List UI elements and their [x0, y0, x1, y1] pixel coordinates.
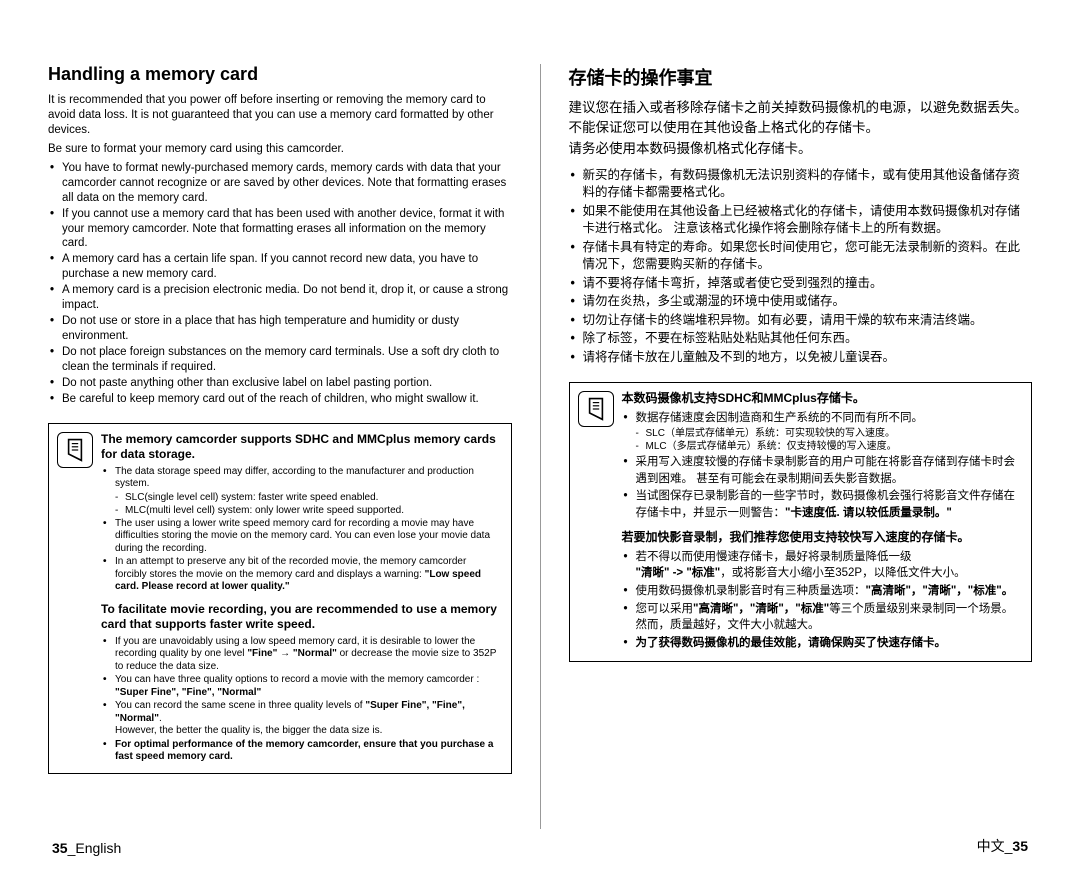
bullet-item: 除了标签，不要在标签粘贴处粘贴其他任何东西。: [583, 330, 1033, 348]
note-heading-en: The memory camcorder supports SDHC and M…: [101, 432, 501, 462]
column-divider: [540, 64, 541, 829]
bullet-item: Be careful to keep memory card out of th…: [62, 392, 512, 407]
note-text: In an attempt to preserve any bit of the…: [115, 556, 466, 580]
note-text: However, the better the quality is, the …: [115, 725, 382, 736]
intro-en: It is recommended that you power off bef…: [48, 93, 512, 138]
note-bold: "清晰" -> "标准": [636, 567, 721, 579]
footer-right: 中文_35: [977, 836, 1028, 856]
note-bullet: You can have three quality options to re…: [115, 674, 501, 699]
footer-lang: 中文_: [977, 838, 1013, 854]
bullet-item: 请不要将存储卡弯折，掉落或者使它受到强烈的撞击。: [583, 275, 1033, 293]
page-columns: Handling a memory card It is recommended…: [48, 64, 1032, 834]
note-bullet: 数据存储速度会因制造商和生产系统的不同而有所不同。 SLC（单层式存储单元）系统…: [636, 410, 1022, 453]
bullets-cn: 新买的存储卡，有数码摄像机无法识别资料的存储卡，或有使用其他设备储存资料的存储卡…: [569, 167, 1033, 367]
note-text: You can record the same scene in three q…: [115, 700, 365, 711]
sub-item: MLC（多层式存储单元）系统：仅支持较慢的写入速度。: [646, 440, 1022, 453]
note-subheading-en: To facilitate movie recording, you are r…: [101, 602, 501, 632]
note-bullet-bold: For optimal performance of the memory ca…: [115, 739, 501, 764]
note-text: 数据存储速度会因制造商和生产系统的不同而有所不同。: [636, 412, 924, 424]
sub-list: SLC（单层式存储单元）系统：可实现较快的写入速度。 MLC（多层式存储单元）系…: [636, 427, 1022, 453]
note-text: 等三个质量级别来录制同一个场景。: [829, 603, 1013, 615]
note-bold: "卡速度低. 请以较低质量录制。": [785, 507, 952, 519]
intro2-en: Be sure to format your memory card using…: [48, 142, 512, 157]
column-chinese: 存储卡的操作事宜 建议您在插入或者移除存储卡之前关掉数码摄像机的电源，以避免数据…: [569, 64, 1033, 834]
intro3-cn: 请务必使用本数码摄像机格式化存储卡。: [569, 139, 1033, 159]
note-bullet: 若不得以而使用慢速存储卡，最好将录制质量降低一级 "清晰" -> "标准"，或将影…: [636, 549, 1022, 582]
page-number: 35: [52, 840, 68, 856]
footer-left: 35_English: [52, 840, 121, 856]
title-cn: 存储卡的操作事宜: [569, 64, 1033, 90]
note-bullet: 采用写入速度较慢的存储卡录制影音的用户可能在将影音存储到存储卡时会遇到困难。 甚…: [636, 454, 1022, 487]
note-box-cn: 本数码摄像机支持SDHC和MMCplus存储卡。 数据存储速度会因制造商和生产系…: [569, 382, 1033, 661]
bullets-en: You have to format newly-purchased memor…: [48, 161, 512, 407]
bullet-item: 如果不能使用在其他设备上已经被格式化的存储卡，请使用本数码摄像机对存储卡进行格式…: [583, 203, 1033, 238]
note-text: 您可以采用: [636, 603, 694, 615]
note-bullet: If you are unavoidably using a low speed…: [115, 636, 501, 674]
note-bold: "Super Fine", "Fine", "Normal": [115, 687, 261, 698]
note-text: .: [159, 713, 162, 724]
note-bullets-cn: 数据存储速度会因制造商和生产系统的不同而有所不同。 SLC（单层式存储单元）系统…: [622, 410, 1022, 521]
note-text: You can have three quality options to re…: [115, 674, 479, 685]
note-text: 然而，质量越好，文件大小就越大。: [636, 619, 820, 631]
note-bullets-en: The data storage speed may differ, accor…: [101, 466, 501, 594]
note-bold: "高清晰"，"清晰"，"标准": [693, 603, 829, 615]
note-subheading-cn: 若要加快影音录制，我们推荐您使用支持较快写入速度的存储卡。: [622, 530, 1022, 545]
sub-item: SLC(single level cell) system: faster wr…: [125, 491, 501, 504]
note-bullet: 当试图保存已录制影音的一些字节时，数码摄像机会强行将影音文件存储在存储卡中，并显…: [636, 488, 1022, 521]
bullet-item: 新买的存储卡，有数码摄像机无法识别资料的存储卡，或有使用其他设备储存资料的存储卡…: [583, 167, 1033, 202]
note-heading-cn: 本数码摄像机支持SDHC和MMCplus存储卡。: [622, 391, 1022, 406]
note-bullet: 您可以采用"高清晰"，"清晰"，"标准"等三个质量级别来录制同一个场景。然而，质…: [636, 601, 1022, 634]
note-text: ，或将影音大小缩小至352P，以降低文件大小。: [720, 567, 965, 579]
page-number: 35: [1012, 838, 1028, 854]
intro-cn: 建议您在插入或者移除存储卡之前关掉数码摄像机的电源，以避免数据丢失。: [569, 98, 1033, 118]
bullet-item: 存储卡具有特定的寿命。如果您长时间使用它，您可能无法录制新的资料。在此情况下，您…: [583, 239, 1033, 274]
note-text: The data storage speed may differ, accor…: [115, 466, 474, 490]
bullet-item: Do not paste anything other than exclusi…: [62, 376, 512, 391]
note-bold: "Fine" → "Normal": [247, 648, 337, 659]
footer-lang: _English: [68, 840, 122, 856]
bullet-item: If you cannot use a memory card that has…: [62, 207, 512, 252]
note-bullet: You can record the same scene in three q…: [115, 700, 501, 738]
bullet-item: You have to format newly-purchased memor…: [62, 161, 512, 206]
note-bullet-bold: 为了获得数码摄像机的最佳效能，请确保购买了快速存储卡。: [636, 635, 1022, 652]
bullet-item: A memory card has a certain life span. I…: [62, 252, 512, 282]
bullet-item: Do not place foreign substances on the m…: [62, 345, 512, 375]
bullet-item: Do not use or store in a place that has …: [62, 314, 512, 344]
note-text: 若不得以而使用慢速存储卡，最好将录制质量降低一级: [636, 551, 912, 563]
note-bullet: The user using a lower write speed memor…: [115, 518, 501, 556]
bullet-item: A memory card is a precision electronic …: [62, 283, 512, 313]
sub-item: MLC(multi level cell) system: only lower…: [125, 504, 501, 517]
bullet-item: 请勿在炎热，多尘或潮湿的环境中使用或储存。: [583, 293, 1033, 311]
note-bullets2-cn: 若不得以而使用慢速存储卡，最好将录制质量降低一级 "清晰" -> "标准"，或将影…: [622, 549, 1022, 652]
note-icon: [578, 391, 614, 427]
note-bullets2-en: If you are unavoidably using a low speed…: [101, 636, 501, 764]
note-bold: "高清晰"，"清晰"，"标准"。: [866, 585, 1014, 597]
bullet-item: 切勿让存储卡的终端堆积异物。如有必要，请用干燥的软布来清洁终端。: [583, 312, 1033, 330]
title-en: Handling a memory card: [48, 64, 512, 85]
note-box-en: The memory camcorder supports SDHC and M…: [48, 423, 512, 774]
note-text: 使用数码摄像机录制影音时有三种质量选项：: [636, 585, 866, 597]
note-icon: [57, 432, 93, 468]
intro2-cn: 不能保证您可以使用在其他设备上格式化的存储卡。: [569, 118, 1033, 138]
column-english: Handling a memory card It is recommended…: [48, 64, 512, 834]
sub-item: SLC（单层式存储单元）系统：可实现较快的写入速度。: [646, 427, 1022, 440]
note-bullet: 使用数码摄像机录制影音时有三种质量选项："高清晰"，"清晰"，"标准"。: [636, 583, 1022, 600]
note-bullet: The data storage speed may differ, accor…: [115, 466, 501, 517]
note-bullet: In an attempt to preserve any bit of the…: [115, 556, 501, 594]
bullet-item: 请将存储卡放在儿童触及不到的地方，以免被儿童误吞。: [583, 349, 1033, 367]
sub-list: SLC(single level cell) system: faster wr…: [115, 491, 501, 517]
